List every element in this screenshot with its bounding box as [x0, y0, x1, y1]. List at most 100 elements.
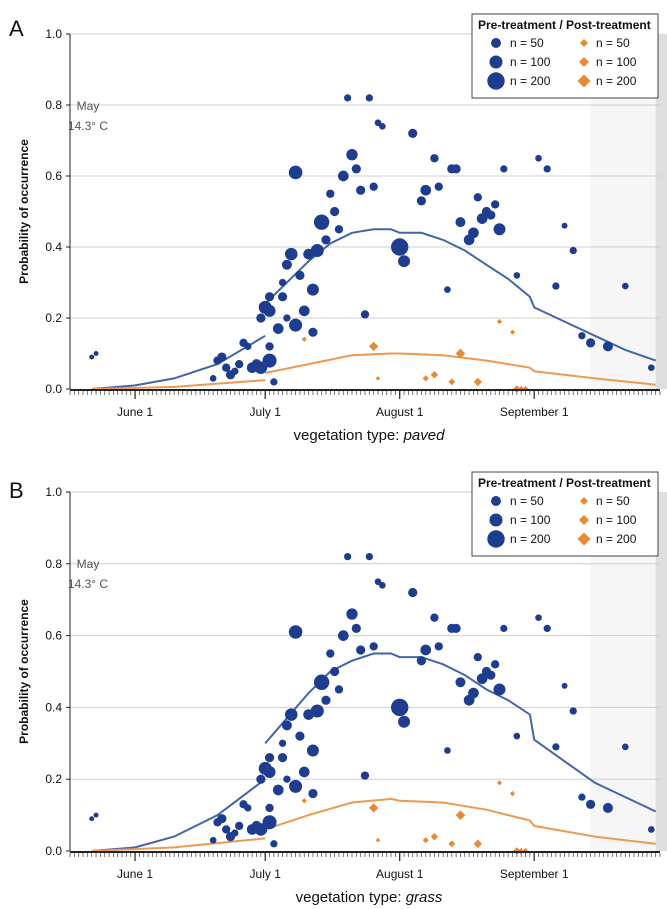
panel-b-pre-point-76	[578, 793, 586, 801]
panel-a-pre-point-57	[444, 286, 451, 293]
panel-b-x-tick-2: August 1	[376, 867, 424, 881]
panel-b-y-tick-0: 0.0	[45, 844, 62, 858]
panel-b-pre-point-66	[486, 670, 496, 680]
panel-a-pre-point-67	[490, 200, 500, 209]
panel-a-x-tick-2: August 1	[376, 405, 424, 419]
panel-a-pre-point-42	[346, 149, 358, 161]
panel-b-legend-pre-marker-2	[487, 530, 505, 548]
panel-a-pre-point-74	[561, 222, 568, 229]
panel-b-post-point-0	[301, 798, 307, 804]
panel-b-pre-point-7	[231, 829, 239, 837]
panel-a-pre-point-25	[281, 259, 292, 270]
panel-a-pre-point-21	[283, 314, 291, 322]
panel-a-pre-curve-0	[91, 334, 266, 390]
panel-b-pre-point-29	[295, 731, 305, 741]
panel-b-pre-point-8	[235, 821, 244, 831]
panel-a-legend-pre-label-1: n = 100	[510, 55, 551, 69]
panel-b-pre-point-77	[585, 799, 596, 809]
panel-b-pre-point-53	[416, 656, 427, 666]
panel-b-pre-point-44	[356, 645, 366, 655]
panel-a-post-curve-0	[91, 379, 266, 390]
panel-b-pre-point-21	[283, 775, 291, 783]
panel-a-pre-point-44	[356, 185, 366, 195]
panel-a-pre-point-17	[262, 353, 277, 368]
panel-a-pre-point-64	[476, 213, 488, 224]
panel-a-pre-point-24	[278, 278, 287, 287]
panel-a-pre-point-32	[306, 283, 319, 296]
panel-b-pre-point-30	[298, 766, 310, 778]
panel-b-pre-point-0	[89, 816, 95, 822]
panel-b-pre-point-54	[420, 644, 432, 656]
panel-a-pre-point-46	[365, 94, 373, 102]
panel-a-pre-curve-1	[264, 228, 657, 362]
panel-b-pre-point-13	[256, 774, 266, 784]
panel-b-pre-point-72	[543, 624, 551, 633]
panel-a-letter: A	[9, 16, 24, 41]
panel-a-pre-point-5	[222, 363, 231, 372]
panel-a-pre-point-79	[621, 282, 629, 290]
panel-b-legend-post-marker-0	[580, 497, 588, 505]
panel-a-post-point-8	[496, 318, 503, 325]
panel-b-pre-point-42	[346, 608, 358, 620]
panel-a-pre-point-60	[455, 217, 466, 228]
panel-b-pre-point-50	[391, 698, 409, 717]
panel-b-pre-point-5	[222, 825, 231, 834]
panel-b-post-point-2	[375, 837, 381, 843]
panel-a-pre-point-29	[295, 270, 305, 281]
panel-b-pre-point-22	[264, 753, 275, 763]
panel-a-x-tick-1: July 1	[250, 405, 282, 419]
panel-a-pre-point-49	[379, 122, 386, 130]
panel-a-pre-point-62	[468, 227, 479, 239]
panel-b-legend-post-label-2: n = 200	[596, 532, 637, 546]
panel-b-pre-point-74	[561, 682, 568, 689]
panel-a-pre-point-80	[647, 364, 655, 372]
panel-b-post-point-3	[422, 837, 429, 844]
panel-a-pre-point-50	[391, 238, 409, 256]
panel-a-x-label-emph: paved	[403, 427, 446, 444]
panel-b-x-label: vegetation type: grass	[296, 889, 443, 906]
panel-b-x-tick-0: June 1	[117, 867, 153, 881]
panel-b-pre-point-55	[430, 613, 439, 622]
panel-a-pre-point-4	[217, 352, 227, 362]
panel-b-pre-point-80	[647, 826, 655, 833]
panel-a-legend-pre-label-0: n = 50	[510, 36, 544, 50]
panel-a-pre-point-51	[398, 255, 411, 268]
panel-b-legend-post-marker-2	[577, 532, 591, 546]
panel-b-pre-point-49	[379, 582, 386, 589]
panel-a-y-tick-5: 1.0	[45, 27, 62, 41]
panel-a-x-tick-3: September 1	[500, 405, 569, 419]
panel-a-pre-point-8	[235, 359, 244, 369]
panel-b-pre-point-17	[262, 815, 277, 830]
panel-a-post-point-4	[430, 371, 439, 379]
panel-b-post-curve-0	[91, 837, 266, 852]
panel-a-pre-point-71	[535, 154, 542, 162]
panel-b-legend: Pre-treatment / Post-treatment n = 50 n = …	[471, 471, 659, 557]
panel-a-legend-pre-marker-2	[487, 72, 505, 90]
panel-b-pre-point-43	[351, 623, 361, 634]
panel-b-pre-point-68	[493, 683, 506, 696]
panel-a-pre-point-75	[569, 246, 577, 255]
panel-b-post-point-4	[430, 832, 439, 841]
panel-a-pre-point-56	[434, 182, 443, 191]
panel-b-pre-point-32	[306, 744, 319, 757]
panel-a-pre-point-0	[89, 354, 95, 360]
panel-b-pre-point-34	[310, 704, 324, 718]
panel-b-x-label-prefix: vegetation type:	[296, 889, 406, 906]
panel-b-pre-point-16	[263, 766, 276, 779]
panel-b-month-temp-may: 14.3° C	[68, 577, 108, 591]
panel-a-legend-pre-marker-0	[491, 38, 501, 48]
panel-b-pre-point-70	[513, 732, 521, 740]
panel-b-pre-point-10	[244, 804, 252, 812]
panel-b-legend-post-label-1: n = 100	[596, 513, 637, 527]
panel-b-pre-point-24	[278, 739, 287, 747]
panel-a-y-tick-0: 0.0	[45, 382, 62, 396]
panel-a-pre-point-16	[263, 304, 276, 317]
panel-a-legend-pre-marker-1	[489, 55, 503, 69]
panel-b-legend-post-label-0: n = 50	[596, 494, 630, 508]
panel-a-pre-point-78	[602, 341, 613, 352]
panel-b-pre-point-57	[444, 747, 451, 754]
panel-a-pre-point-70	[513, 272, 521, 279]
panel-a-pre-point-53	[416, 196, 427, 206]
panel-a-post-curve-1	[264, 352, 656, 386]
